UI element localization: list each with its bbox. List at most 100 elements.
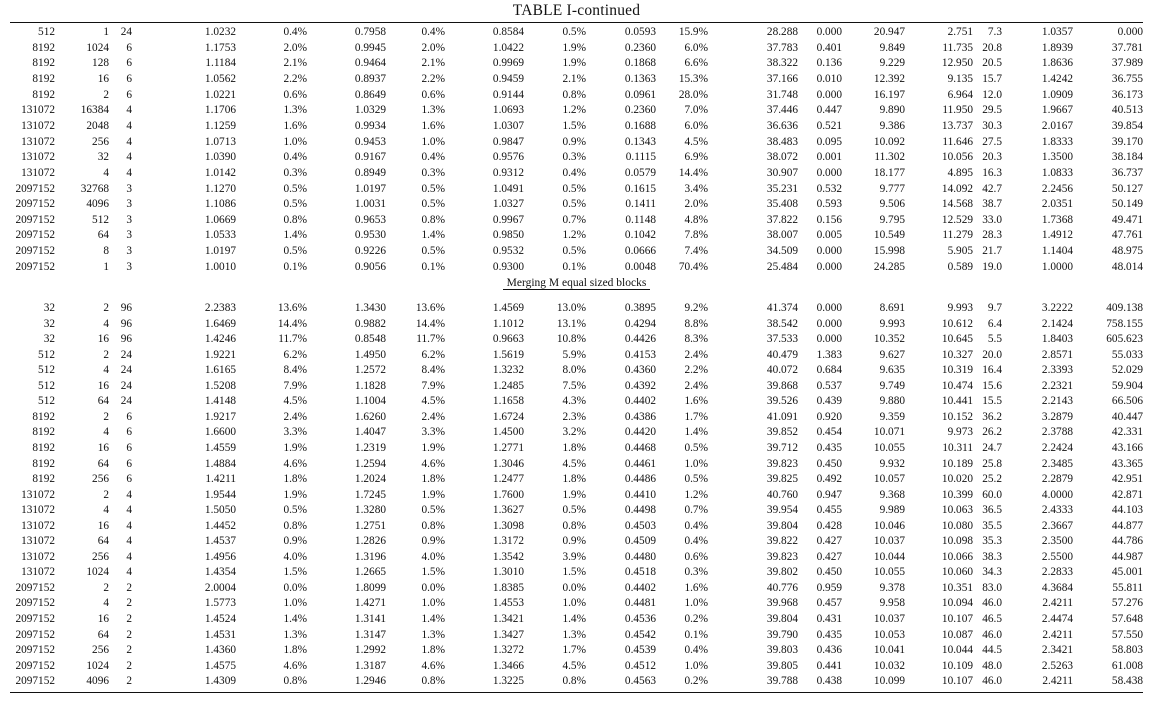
table-cell: 6.6% (684, 57, 708, 70)
table-cell: 3.3% (421, 426, 445, 439)
table-cell: 0.9576 (492, 151, 524, 164)
table-cell: 6.9% (684, 151, 708, 164)
table-cell: 0.4539 (624, 644, 656, 657)
table-cell: 4.5% (283, 395, 307, 408)
table-cell: 1.3141 (354, 613, 386, 625)
table-cell: 0.000 (1117, 26, 1143, 38)
table-cell: 256 (92, 644, 109, 657)
table-cell: 0.5% (684, 441, 708, 454)
table-cell: 2097152 (15, 182, 55, 195)
table-cell: 1.5773 (204, 597, 236, 610)
table-cell: 0.593 (816, 198, 842, 211)
table-cell: 48.0 (982, 659, 1002, 672)
table-cell: 1.9544 (204, 488, 236, 501)
table-cell: 1.1270 (204, 182, 236, 195)
table-cell: 4 (126, 104, 132, 117)
table-cell: 1.0357 (1041, 26, 1073, 38)
section-heading-label: Merging M equal sized blocks (502, 277, 651, 290)
table-cell: 2.0% (684, 198, 708, 211)
table-cell: 45.001 (1111, 566, 1143, 579)
table-row: 131072 256 4 1.4956 4.0% 1.3196 4.0% 1.3542 3.9%… (0, 550, 1153, 564)
table-cell: 1.2% (562, 104, 586, 117)
table-cell: 3.9% (562, 550, 586, 563)
table-cell: 0.001 (816, 151, 842, 164)
table-cell: 36.737 (1111, 166, 1143, 179)
table-cell: 1.4246 (204, 333, 236, 346)
table-cell: 24 (120, 348, 132, 361)
table-row: 2097152 512 3 1.0669 0.8% 0.9653 0.8% 0.9967 0.7… (0, 213, 1153, 227)
table-row: 2097152 256 2 1.4360 1.8% 1.2992 1.8% 1.3272 1.7… (0, 643, 1153, 657)
table-cell: 37.166 (766, 72, 798, 85)
table-cell: 0.156 (816, 213, 842, 226)
table-cell: 9.993 (879, 317, 905, 330)
table-cell: 39.823 (766, 550, 798, 563)
table-cell: 4.5% (562, 457, 586, 470)
table-cell: 0.9934 (354, 119, 386, 132)
table-cell: 2.4% (684, 379, 708, 392)
table-cell: 18.177 (873, 166, 905, 179)
table-cell: 10.189 (941, 457, 973, 470)
table-cell: 0.5% (283, 245, 307, 258)
table-cell: 16 (97, 441, 109, 454)
table-row: 8192 16 6 1.0562 2.2% 0.8937 2.2% 0.9459 2.1% 0.1… (0, 72, 1153, 86)
table-cell: 1.4575 (204, 659, 236, 672)
table-cell: 3 (126, 182, 132, 195)
table-cell: 42.7 (982, 182, 1002, 195)
table-cell: 1.3272 (492, 644, 524, 657)
table-cell: 0.005 (816, 229, 842, 242)
table-cell: 10.044 (941, 644, 973, 657)
table-cell: 0.4% (421, 151, 445, 164)
table-cell: 0.589 (947, 260, 973, 273)
table-cell: 0.947 (816, 488, 842, 501)
table-cell: 2.4333 (1041, 504, 1073, 517)
table-cell: 34.3 (982, 566, 1002, 579)
table-cell: 10.094 (941, 597, 973, 610)
table-row: 512 16 24 1.5208 7.9% 1.1828 7.9% 1.2485 7.5% 0.4… (0, 379, 1153, 393)
table-row: 8192 256 6 1.4211 1.8% 1.2024 1.8% 1.2477 1.8% 0.… (0, 472, 1153, 486)
table-cell: 1.6724 (492, 410, 524, 423)
table-cell: 1.6469 (204, 317, 236, 330)
table-cell: 512 (38, 364, 55, 377)
table-cell: 131072 (21, 166, 55, 179)
table-cell: 83.0 (982, 581, 1002, 594)
table-cell: 15.9% (678, 26, 708, 38)
table-cell: 0.3% (421, 166, 445, 179)
table-row: 8192 2 6 1.0221 0.6% 0.8649 0.6% 0.9144 0.8% 0.09… (0, 88, 1153, 102)
table-row: 2097152 4096 2 1.4309 0.8% 1.2946 0.8% 1.3225 0.… (0, 674, 1153, 688)
table-row: 8192 2 6 1.9217 2.4% 1.6260 2.4% 1.6724 2.3% 0.43… (0, 410, 1153, 424)
table-cell: 2 (103, 88, 109, 101)
table-cell: 0.4402 (624, 395, 656, 408)
table-cell: 0.431 (816, 613, 842, 625)
table-cell: 0.4% (283, 26, 307, 38)
table-cell: 1.4559 (204, 441, 236, 454)
table-cell: 1.4242 (1041, 72, 1073, 85)
table-cell: 1.4884 (204, 457, 236, 470)
table-cell: 44.103 (1111, 504, 1143, 517)
table-row: 131072 16 4 1.4452 0.8% 1.2751 0.8% 1.3098 0.8% 0… (0, 519, 1153, 533)
table-cell: 10.351 (941, 581, 973, 594)
table-cell: 0.9056 (354, 260, 386, 273)
table-cell: 10.612 (941, 317, 973, 330)
table-cell: 0.450 (816, 566, 842, 579)
table-cell: 8192 (32, 426, 55, 439)
table-cell: 30.3 (982, 119, 1002, 132)
table-cell: 1.4047 (354, 426, 386, 439)
table-cell: 2.5263 (1041, 659, 1073, 672)
table-cell: 1.0% (562, 597, 586, 610)
table-cell: 2.2321 (1041, 379, 1073, 392)
table-cell: 2.0167 (1041, 119, 1073, 132)
table-cell: 1.1658 (492, 395, 524, 408)
table-cell: 10.046 (873, 519, 905, 532)
table-cell: 1.0833 (1041, 166, 1073, 179)
table-cell: 8192 (32, 457, 55, 470)
table-cell: 14.4% (277, 317, 307, 330)
table-cell: 0.4536 (624, 613, 656, 625)
table-cell: 1.4% (684, 426, 708, 439)
table-cell: 10.352 (873, 333, 905, 346)
table-cell: 7.4% (684, 245, 708, 258)
table-cell: 1.8% (283, 473, 307, 486)
table-cell: 8192 (32, 473, 55, 486)
table-cell: 0.9882 (354, 317, 386, 330)
table-cell: 1.4% (562, 613, 586, 625)
table-cell: 2.0004 (204, 581, 236, 594)
